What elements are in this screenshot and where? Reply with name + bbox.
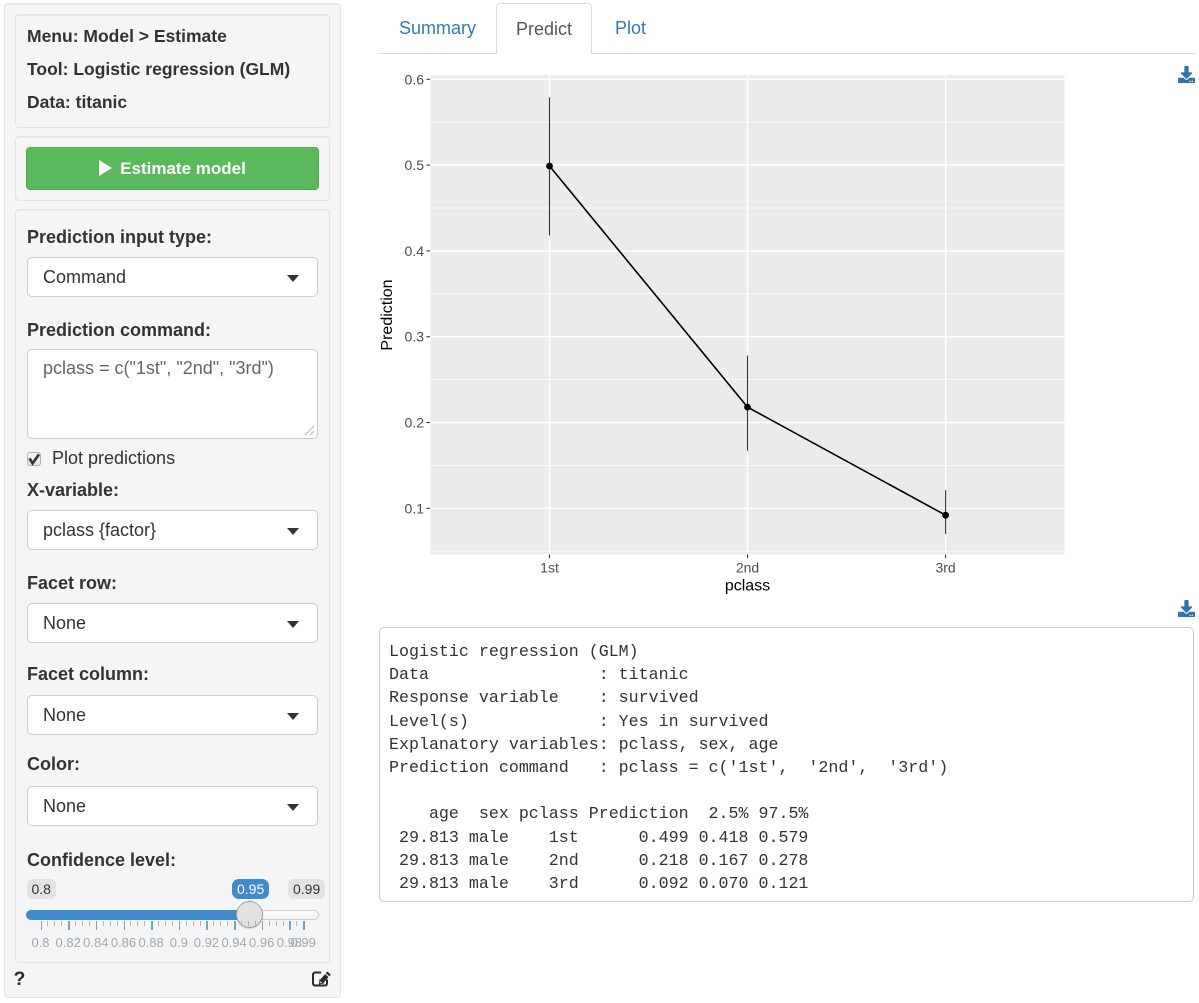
svg-text:0.1: 0.1 [405, 500, 425, 516]
svg-text:0.5: 0.5 [405, 157, 425, 173]
svg-text:pclass: pclass [725, 578, 770, 595]
svg-text:0.3: 0.3 [405, 329, 425, 345]
svg-text:0.6: 0.6 [405, 71, 425, 87]
svg-text:2nd: 2nd [736, 560, 759, 576]
svg-text:0.2: 0.2 [405, 415, 425, 431]
svg-text:Prediction: Prediction [379, 279, 396, 350]
svg-text:1st: 1st [540, 560, 559, 576]
svg-text:0.4: 0.4 [405, 243, 425, 259]
svg-text:3rd: 3rd [935, 560, 955, 576]
